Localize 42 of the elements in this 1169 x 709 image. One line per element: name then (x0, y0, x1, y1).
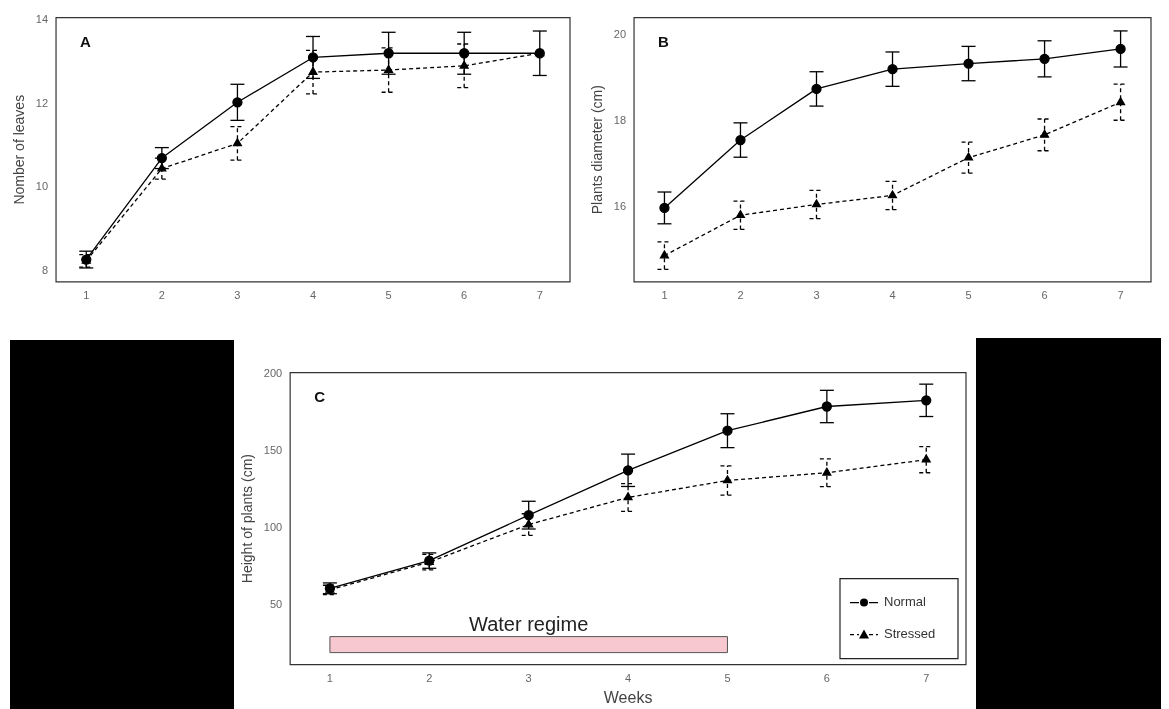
x-tick-label: 1 (326, 672, 333, 685)
y-tick-label: 50 (269, 598, 283, 611)
x-tick-label: 3 (525, 672, 532, 685)
x-tick-label: 4 (889, 289, 896, 302)
y-tick-label: 16 (613, 199, 627, 212)
x-tick-label: 3 (234, 289, 241, 302)
y-tick-label: 200 (263, 367, 283, 380)
y-tick-label: 18 (613, 113, 627, 126)
y-axis-title: Nomber of leaves (11, 94, 28, 205)
annotation: A (80, 33, 92, 51)
x-tick-label: 1 (661, 289, 668, 302)
y-tick-label: 10 (35, 180, 49, 193)
x-tick-label: 1 (83, 289, 90, 302)
annotation: B (658, 33, 670, 51)
x-tick-label: 6 (461, 289, 468, 302)
x-tick-label: 5 (385, 289, 392, 302)
band-label: Water regime (469, 613, 589, 636)
y-tick-label: 150 (263, 444, 283, 457)
annotation: C (314, 388, 326, 406)
x-tick-label: 6 (1041, 289, 1048, 302)
x-tick-label: 6 (823, 672, 830, 685)
x-axis-title: Weeks (603, 688, 653, 706)
x-tick-label: 5 (965, 289, 972, 302)
y-tick-label: 12 (35, 96, 49, 109)
x-tick-label: 2 (737, 289, 744, 302)
legend-label: Normal (884, 594, 927, 610)
y-tick-label: 20 (613, 27, 627, 40)
x-tick-label: 7 (923, 672, 930, 685)
y-axis-title: Plants diameter (cm) (589, 85, 606, 215)
y-tick-label: 100 (263, 521, 283, 534)
x-tick-label: 2 (158, 289, 165, 302)
y-tick-label: 14 (35, 12, 49, 25)
x-tick-label: 4 (625, 672, 632, 685)
x-tick-label: 7 (536, 289, 543, 302)
y-axis-title: Height of plants (cm) (239, 454, 256, 584)
x-tick-label: 2 (426, 672, 433, 685)
x-tick-label: 3 (813, 289, 820, 302)
x-tick-label: 7 (1117, 289, 1124, 302)
legend-label: Stressed (884, 626, 936, 642)
x-tick-label: 4 (309, 289, 317, 302)
x-tick-label: 5 (724, 672, 731, 685)
y-tick-label: 8 (41, 264, 49, 277)
